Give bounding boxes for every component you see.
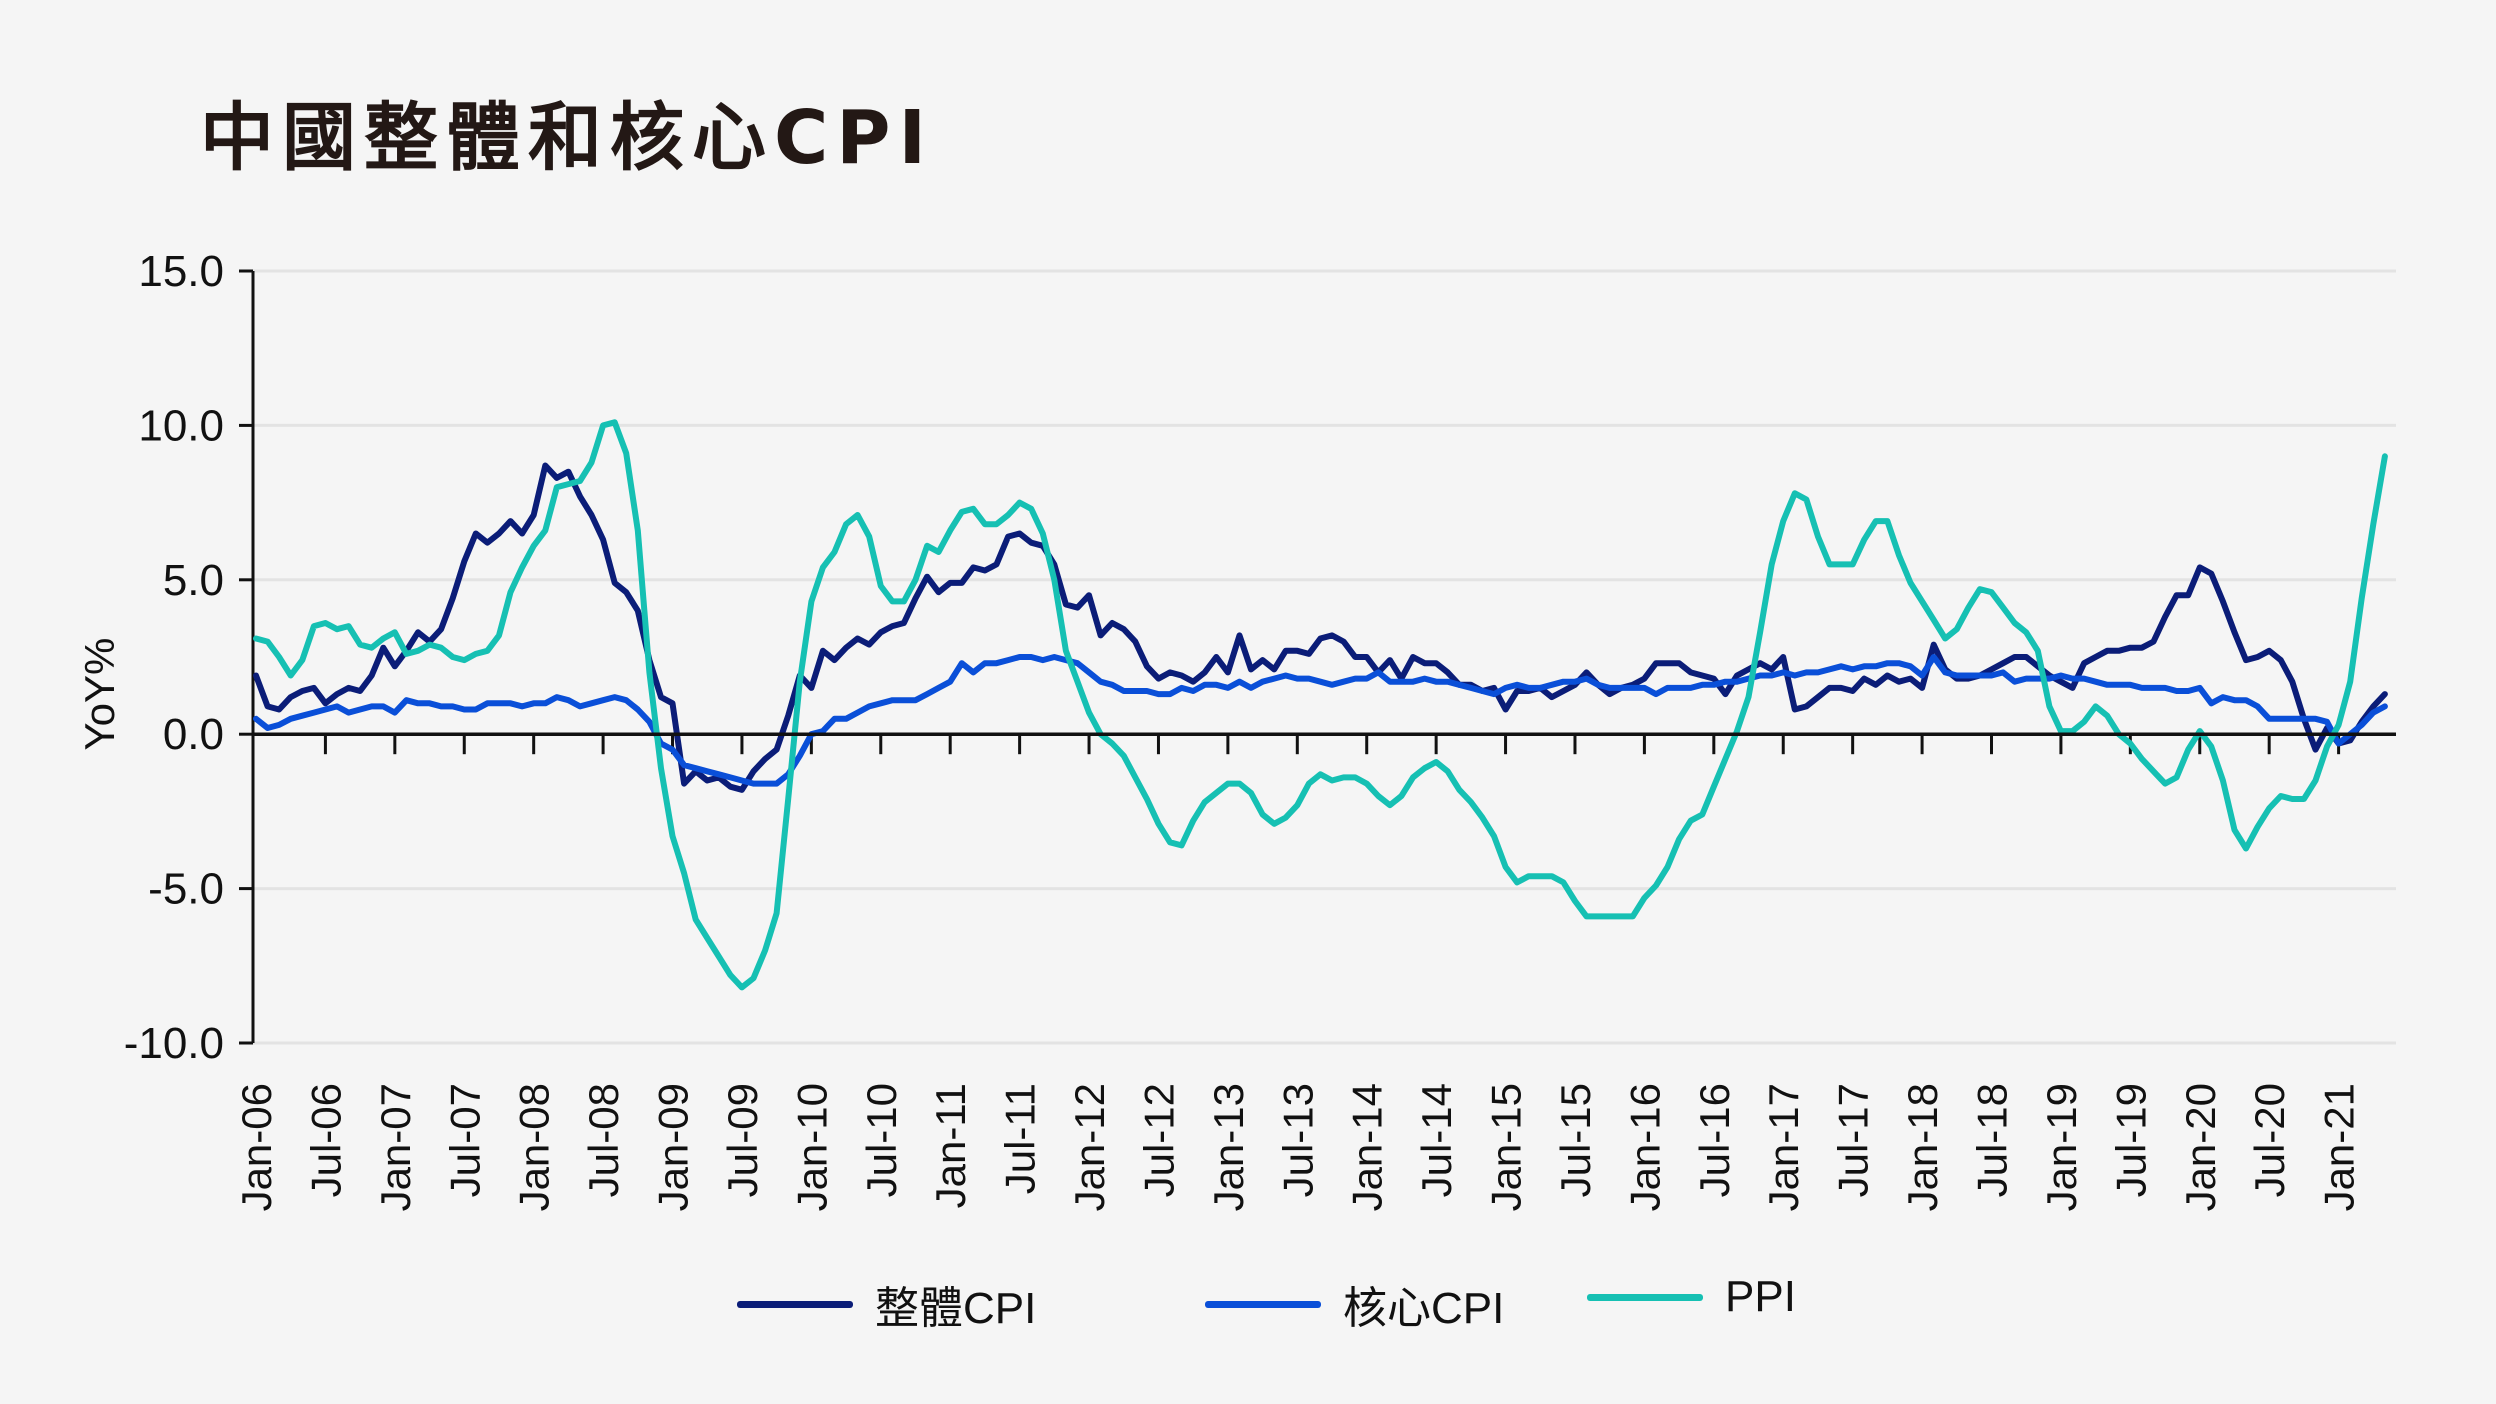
x-tick-label: Jan-14	[1344, 1083, 1391, 1211]
x-tick-label: Jul-16	[1691, 1083, 1738, 1197]
y-tick-label: 10.0	[138, 401, 224, 450]
x-tick-label: Jan-12	[1066, 1083, 1113, 1211]
y-axis-label: YoY%	[76, 638, 123, 751]
x-tick-label: Jan-08	[511, 1083, 558, 1211]
x-tick-label: Jul-07	[441, 1083, 488, 1197]
x-tick-label: Jan-19	[2038, 1083, 2085, 1211]
x-tick-label: Jul-20	[2246, 1083, 2293, 1197]
legend-label: PPI	[1725, 1272, 1796, 1321]
x-tick-label: Jan-17	[1760, 1083, 1807, 1211]
x-tick-label: Jul-10	[858, 1083, 905, 1197]
x-tick-label: Jan-13	[1205, 1083, 1252, 1211]
core-cpi-line	[253, 654, 2388, 787]
x-tick-label: Jul-13	[1274, 1083, 1321, 1197]
x-tick-label: Jan-11	[927, 1083, 974, 1208]
x-tick-label: Jul-06	[302, 1083, 349, 1197]
x-tick-label: Jul-19	[2107, 1083, 2154, 1197]
x-tick-label: Jul-18	[1969, 1083, 2016, 1197]
legend-item-headline-cpi: 整體CPI	[737, 1272, 1036, 1336]
y-tick-label: -10.0	[124, 1019, 224, 1068]
y-tick-label: 5.0	[163, 556, 224, 605]
y-tick-label: -5.0	[148, 865, 224, 914]
legend-item-ppi: PPI	[1587, 1272, 1796, 1322]
x-tick-label: Jan-20	[2177, 1083, 2224, 1211]
x-tick-label: Jan-10	[788, 1083, 835, 1211]
ppi-line	[253, 419, 2388, 991]
x-tick-label: Jan-16	[1621, 1083, 1668, 1211]
x-tick-label: Jul-14	[1413, 1083, 1460, 1197]
y-tick-label: 15.0	[138, 247, 224, 296]
legend-label: 整體CPI	[875, 1284, 1037, 1333]
x-tick-label: Jul-11	[997, 1083, 1044, 1194]
legend-swatch	[1205, 1300, 1321, 1308]
x-tick-label: Jul-08	[580, 1083, 627, 1197]
legend-swatch	[1587, 1293, 1703, 1301]
y-tick-label: 0.0	[163, 710, 224, 759]
x-tick-label: Jul-15	[1552, 1083, 1599, 1197]
x-tick-label: Jul-12	[1135, 1083, 1182, 1197]
x-tick-label: Jan-15	[1483, 1083, 1530, 1211]
x-tick-label: Jan-18	[1899, 1083, 1946, 1211]
x-tick-label: Jan-06	[233, 1083, 280, 1211]
x-tick-label: Jul-09	[719, 1083, 766, 1197]
legend-swatch	[737, 1300, 853, 1308]
x-tick-label: Jan-09	[650, 1083, 697, 1211]
x-tick-label: Jan-21	[2316, 1083, 2363, 1211]
chart-title: 中國整體和核心CPI	[200, 95, 935, 181]
legend-item-core-cpi: 核心CPI	[1205, 1272, 1504, 1336]
x-tick-label: Jul-17	[1830, 1083, 1877, 1197]
x-tick-label: Jan-07	[372, 1083, 419, 1211]
headline-cpi-line	[253, 462, 2388, 793]
legend-label: 核心CPI	[1343, 1284, 1505, 1333]
